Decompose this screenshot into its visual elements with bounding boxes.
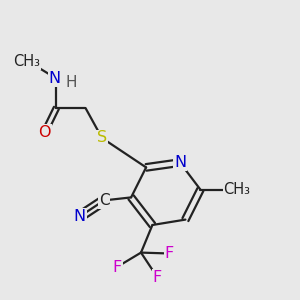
Text: O: O	[38, 125, 51, 140]
Text: N: N	[74, 209, 86, 224]
Text: N: N	[174, 155, 186, 170]
Text: S: S	[97, 130, 107, 146]
Text: N: N	[49, 71, 61, 86]
Text: CH₃: CH₃	[14, 54, 40, 69]
Text: F: F	[165, 246, 174, 261]
Text: F: F	[153, 270, 162, 285]
Text: H: H	[66, 75, 77, 90]
Text: CH₃: CH₃	[224, 182, 250, 197]
Text: F: F	[112, 260, 122, 274]
Text: C: C	[99, 193, 110, 208]
